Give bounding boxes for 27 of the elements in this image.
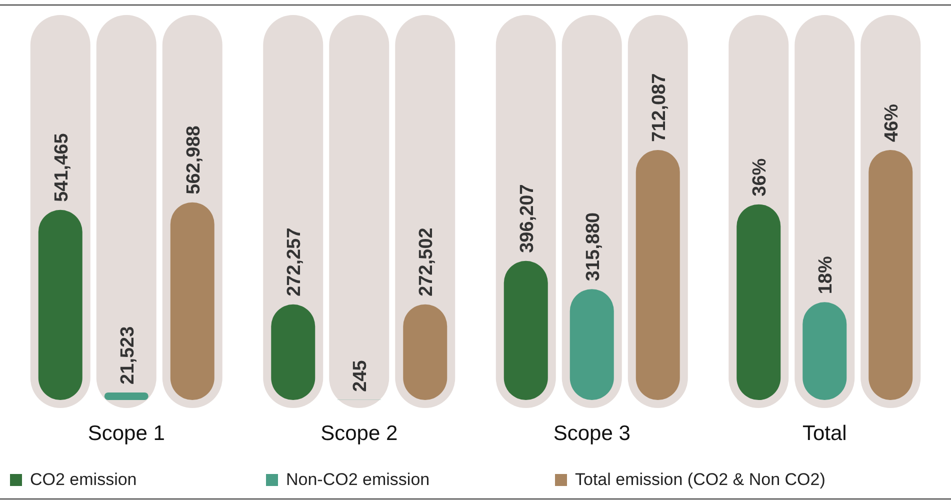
data-label: 18% [816,256,837,294]
data-label: 712,087 [648,73,670,142]
bar [170,202,214,400]
x-tick-label: Scope 1 [88,422,165,445]
data-label: 396,207 [516,184,538,253]
bar [570,289,614,400]
legend-label: Total emission (CO2 & Non CO2) [575,470,826,489]
bar [271,304,316,400]
x-axis-title: Total [802,422,847,445]
data-label: 272,257 [284,228,306,296]
bar [636,150,680,400]
data-label: 541,465 [51,132,72,202]
bar [104,392,148,400]
x-tick-label: Scope 2 [320,422,398,445]
data-label: 36% [750,158,771,196]
legend-label: Non-CO2 emission [286,470,430,489]
data-label: 46% [882,104,903,142]
data-label: 21,523 [117,326,138,384]
bar [504,260,548,400]
data-label: 562,988 [183,126,204,194]
data-label: 315,880 [582,212,604,282]
bar [403,304,448,400]
x-tick-label: Scope 3 [553,422,630,445]
legend-label: CO2 emission [30,470,137,489]
bar [38,210,82,400]
data-label: 272,502 [416,228,438,296]
data-label: 245 [350,360,372,392]
